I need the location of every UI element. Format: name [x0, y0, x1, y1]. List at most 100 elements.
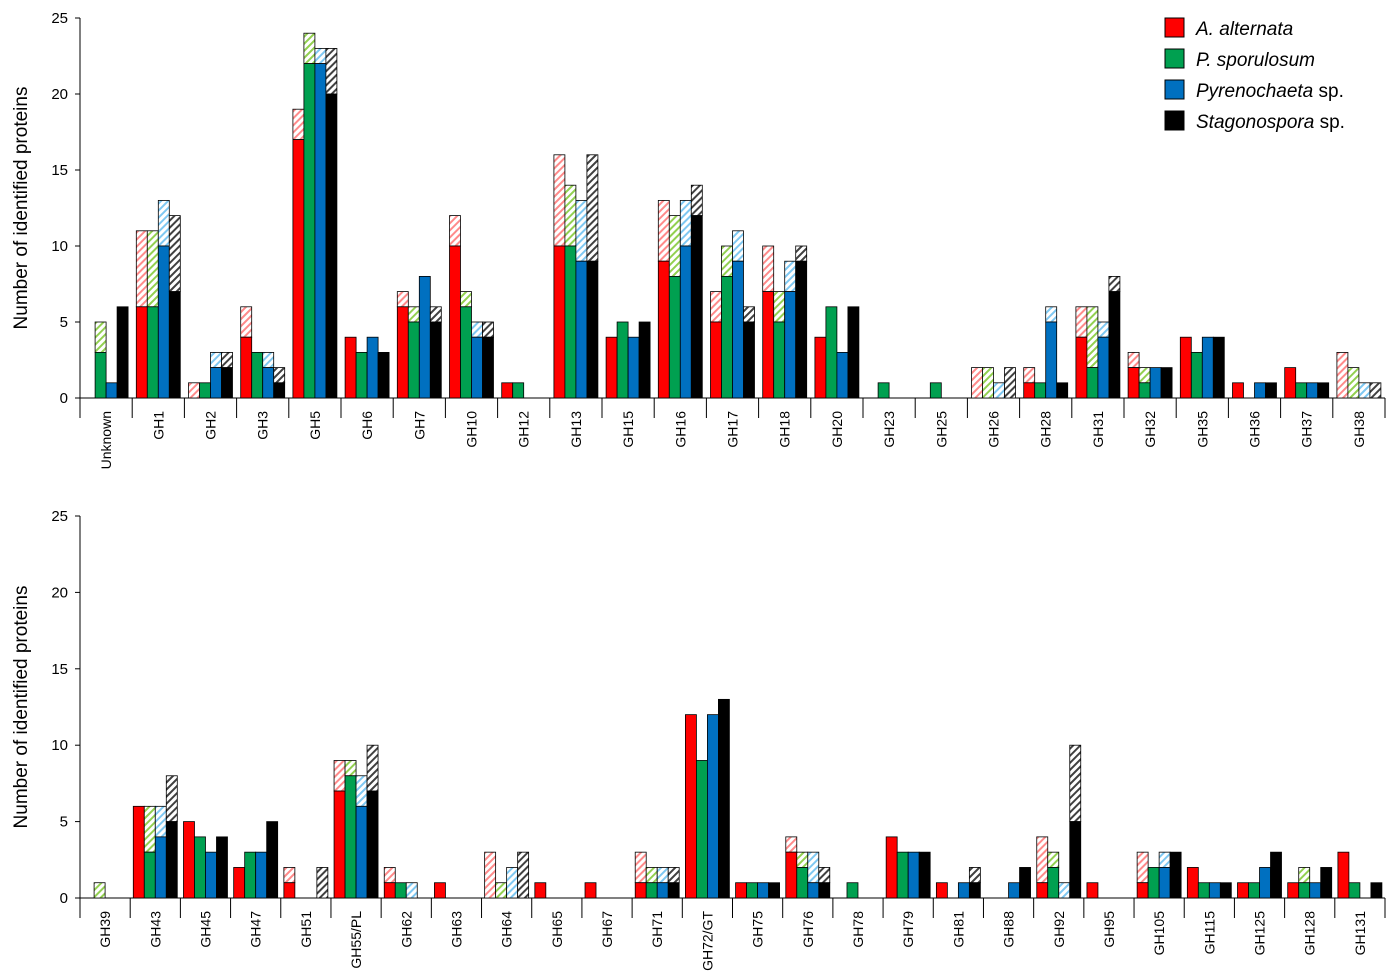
bar-solid-segment	[1309, 882, 1322, 899]
bar-hatched-segment	[344, 760, 357, 777]
bar-solid-segment	[1069, 821, 1082, 899]
bar-solid-segment	[1265, 382, 1277, 399]
x-tick-label: GH23	[881, 411, 897, 448]
bar-solid-segment	[814, 336, 827, 399]
bar-hatched-segment	[506, 867, 519, 899]
bar-hatched-segment	[743, 306, 755, 323]
bar-hatched-segment	[690, 184, 703, 216]
bar-solid-segment	[1317, 382, 1330, 399]
bar-solid-segment	[1008, 882, 1020, 899]
bar-hatched-segment	[1045, 306, 1058, 323]
bar-solid-segment	[1160, 367, 1173, 399]
bar-hatched-segment	[1004, 367, 1016, 399]
legend-label: Pyrenochaeta	[1196, 81, 1313, 102]
svg-text:Stagonospora sp.: Stagonospora sp.	[1196, 112, 1345, 133]
svg-text:A. alternata: A. alternata	[1195, 19, 1293, 40]
bar-solid-segment	[656, 882, 669, 899]
bar-solid-segment	[216, 836, 228, 899]
x-tick-label: GH12	[516, 411, 532, 448]
legend: A. alternata P. sporulosum Pyrenochaeta …	[1164, 17, 1345, 133]
bar-solid-segment	[1219, 882, 1232, 899]
bar-hatched-segment	[283, 867, 296, 884]
x-tick-label: GH67	[599, 911, 615, 948]
bar-solid-segment	[762, 291, 775, 399]
x-tick-label: GH17	[725, 411, 741, 448]
bar-solid-segment	[935, 882, 948, 899]
bar-solid-segment	[605, 336, 618, 399]
bar-solid-segment	[154, 836, 167, 899]
bar-solid-segment	[482, 336, 494, 399]
bar-hatched-segment	[564, 184, 577, 247]
y-axis-label: Number of identified proteins	[11, 87, 32, 330]
bar-hatched-segment	[188, 382, 200, 399]
bar-solid-segment	[1197, 882, 1210, 899]
x-tick-label: GH38	[1351, 411, 1367, 448]
bar-solid-segment	[143, 851, 156, 899]
bar-hatched-segment	[165, 775, 178, 823]
x-tick-label: GH7	[411, 411, 427, 440]
bar-hatched-segment	[93, 882, 106, 899]
bar-solid-segment	[132, 805, 145, 899]
bar-solid-segment	[1075, 336, 1088, 399]
bar-hatched-segment	[1138, 367, 1151, 384]
bar-solid-segment	[1169, 851, 1182, 899]
bar-solid-segment	[1136, 882, 1149, 899]
bar-solid-segment	[1287, 882, 1300, 899]
bar-solid-segment	[796, 867, 809, 899]
bar-hatched-segment	[333, 760, 346, 792]
x-tick-label: GH45	[197, 911, 213, 948]
bar-solid-segment	[418, 275, 431, 399]
bar-solid-segment	[344, 336, 357, 399]
bar-hatched-segment	[1086, 306, 1099, 368]
bar-hatched-segment	[262, 351, 275, 368]
bar-solid-segment	[1147, 867, 1160, 899]
bar-solid-segment	[394, 882, 407, 899]
x-tick-label: GH79	[900, 911, 916, 948]
bar-solid-segment	[575, 260, 588, 399]
bar-hatched-segment	[210, 351, 222, 368]
bar-solid-segment	[1097, 336, 1110, 399]
x-tick-label: GH62	[398, 911, 414, 948]
x-tick-label: GH18	[777, 411, 793, 448]
bar-solid-segment	[355, 805, 368, 899]
x-tick-label: GH78	[850, 911, 866, 948]
bar-solid-segment	[1237, 882, 1249, 899]
bar-solid-segment	[896, 851, 909, 899]
bar-solid-segment	[627, 336, 640, 399]
bar-solid-segment	[157, 245, 170, 399]
bar-solid-segment	[657, 260, 670, 399]
bar-solid-segment	[1127, 367, 1140, 399]
bar-solid-segment	[1023, 382, 1036, 399]
bar-solid-segment	[233, 867, 246, 899]
bar-solid-segment	[1138, 382, 1151, 399]
x-tick-label: GH95	[1101, 911, 1117, 948]
bar-solid-segment	[795, 260, 808, 399]
bar-hatched-segment	[993, 382, 1005, 399]
bar-solid-segment	[434, 882, 446, 899]
bar-hatched-segment	[407, 306, 420, 323]
bar-solid-segment	[116, 306, 129, 399]
bar-hatched-segment	[634, 851, 647, 884]
bar-hatched-segment	[807, 851, 820, 884]
bar-solid-segment	[303, 63, 316, 399]
bar-hatched-segment	[1347, 367, 1360, 399]
x-tick-label: GH51	[298, 911, 314, 948]
bar-solid-segment	[1370, 882, 1383, 899]
bar-hatched-segment	[784, 260, 797, 293]
bar-hatched-segment	[449, 215, 461, 247]
legend-item-pyrenochaeta: Pyrenochaeta sp.	[1164, 79, 1344, 102]
bar-hatched-segment	[396, 291, 409, 308]
x-tick-label: GH32	[1142, 411, 1158, 448]
bar-solid-segment	[846, 882, 859, 899]
x-tick-label: GH115	[1201, 911, 1217, 955]
bar-solid-segment	[553, 245, 566, 399]
bar-solid-segment	[1190, 351, 1203, 399]
x-tick-label: GH63	[448, 911, 464, 948]
bar-hatched-segment	[460, 291, 472, 308]
bar-hatched-segment	[586, 154, 599, 262]
y-tick-label: 0	[60, 890, 68, 907]
bar-hatched-segment	[762, 245, 775, 292]
bar-solid-segment	[244, 851, 257, 899]
bar-solid-segment	[807, 882, 820, 899]
bar-solid-segment	[1179, 336, 1192, 399]
